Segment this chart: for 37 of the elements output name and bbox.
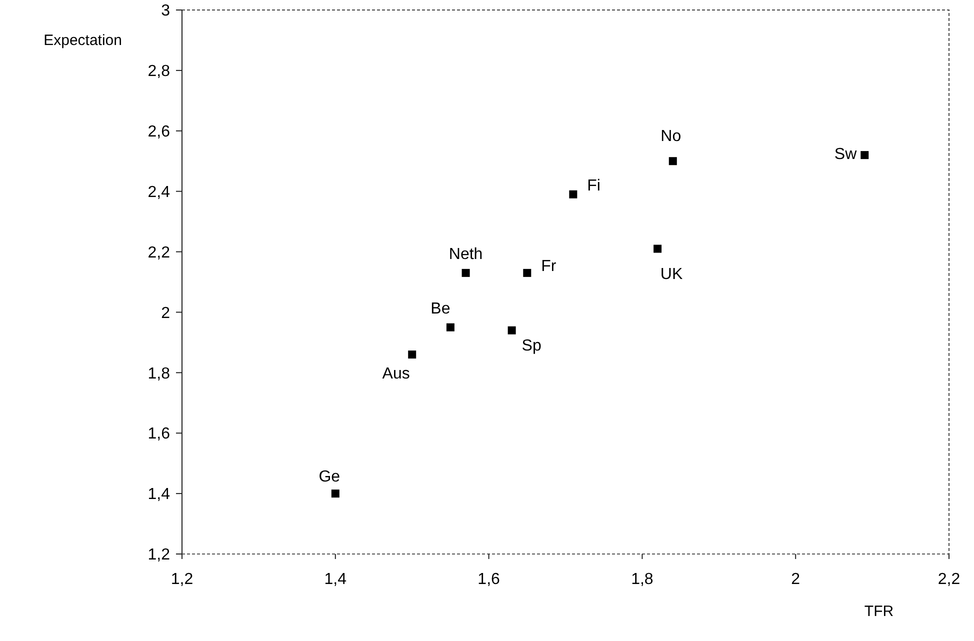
annotation: Fi [587,177,600,194]
point [446,323,454,332]
y-tick-label: 2,6 [148,123,170,140]
point [408,350,416,359]
annotation: Be [430,300,450,318]
y-axis-title: Expectation [44,32,122,49]
point [860,151,869,160]
point [508,326,516,334]
point [654,244,662,253]
x-tick-label: 2 [791,571,800,588]
y-tick-label: 2,2 [148,244,170,262]
y-tick-label: 1,8 [148,365,170,382]
annotation: Neth [448,246,483,263]
y-tick-label: 1,6 [148,426,170,443]
y-tick-label: 2,8 [148,63,170,80]
y-tick-label: 2,4 [148,184,170,201]
point [523,268,532,277]
x-tick-label: 2,2 [938,571,960,588]
annotation: No [660,128,682,146]
x-tick-label: 1,4 [324,571,347,588]
point [569,190,578,198]
y-tick-label: 2 [161,304,170,322]
y-tick-label: 1,2 [148,546,170,564]
y-tick-label: 1,4 [148,486,170,504]
point [331,490,340,498]
annotation: Sp [522,337,542,354]
annotation: Aus [382,366,410,383]
annotation: Fr [541,258,557,275]
annotation: Ge [318,468,340,486]
x-axis-title: TFR [864,603,894,620]
annotation: UK [660,266,683,283]
x-tick-label: 1,8 [631,571,654,588]
annotation: Sw [834,146,858,164]
point [462,268,470,277]
y-tick-label: 3 [161,2,170,20]
x-tick-label: 1,6 [478,571,500,588]
point [668,157,677,166]
